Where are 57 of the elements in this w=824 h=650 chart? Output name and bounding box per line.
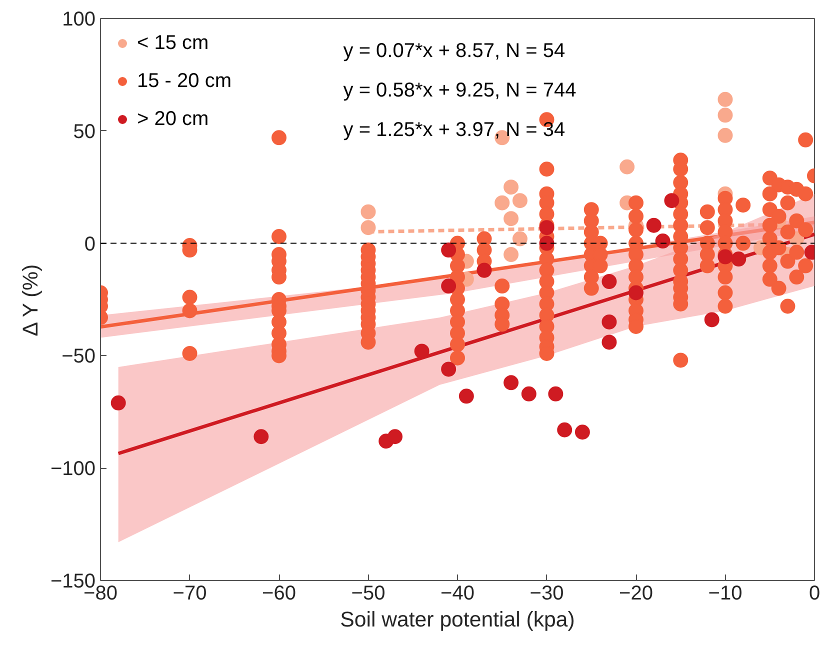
point (512, 231, 528, 246)
point (574, 424, 590, 440)
point (548, 386, 564, 402)
point (512, 193, 528, 208)
y-tick-label: 50 (73, 120, 96, 143)
y-tick-label: −100 (50, 458, 96, 480)
point (360, 204, 376, 220)
point (504, 375, 519, 390)
legend-label: > 20 cm (137, 106, 209, 132)
point (704, 312, 720, 328)
point (539, 236, 554, 251)
y-tick-label: 100 (62, 8, 96, 30)
point (628, 285, 644, 300)
point (602, 314, 617, 330)
point (504, 211, 519, 226)
point (441, 362, 456, 377)
point (718, 128, 733, 143)
point (494, 195, 510, 210)
point (602, 334, 617, 350)
point (388, 429, 403, 444)
x-tick-label: −30 (530, 582, 564, 604)
point (441, 242, 456, 258)
legend-label: 15 - 20 cm (137, 68, 232, 94)
y-axis-title: Δ Y (%) (18, 264, 42, 336)
annotation: y = 0.58*x + 9.25, N = 744 (343, 79, 576, 102)
x-tick-label: −50 (351, 582, 386, 604)
point (504, 247, 519, 262)
x-tick-label: −60 (262, 582, 296, 604)
point (360, 220, 376, 236)
y-tick-label: 0 (84, 233, 96, 256)
y-tick-label: −50 (62, 346, 96, 368)
point (718, 92, 733, 107)
point (521, 386, 536, 402)
x-tick-label: −10 (708, 582, 742, 604)
x-axis-title: Soil water potential (kpa) (340, 608, 575, 632)
x-tick-label: −70 (172, 582, 207, 604)
point (664, 193, 680, 208)
point (602, 274, 617, 289)
point (646, 218, 662, 233)
point (254, 429, 269, 444)
point (557, 422, 572, 438)
legend-label: < 15 cm (137, 30, 209, 56)
point (620, 159, 635, 174)
point (458, 388, 474, 404)
x-tick-label: 0 (808, 582, 820, 604)
point (414, 344, 430, 359)
annotation: y = 0.07*x + 8.57, N = 54 (343, 40, 566, 62)
point (539, 220, 554, 236)
point (110, 395, 126, 410)
point (504, 180, 519, 195)
annotation: y = 1.25*x + 3.97, N = 34 (343, 118, 566, 141)
point (441, 278, 456, 294)
x-tick-label: −40 (440, 582, 474, 604)
x-tick-label: −20 (619, 582, 653, 604)
point (731, 252, 746, 267)
point (655, 234, 670, 249)
point (718, 108, 733, 123)
